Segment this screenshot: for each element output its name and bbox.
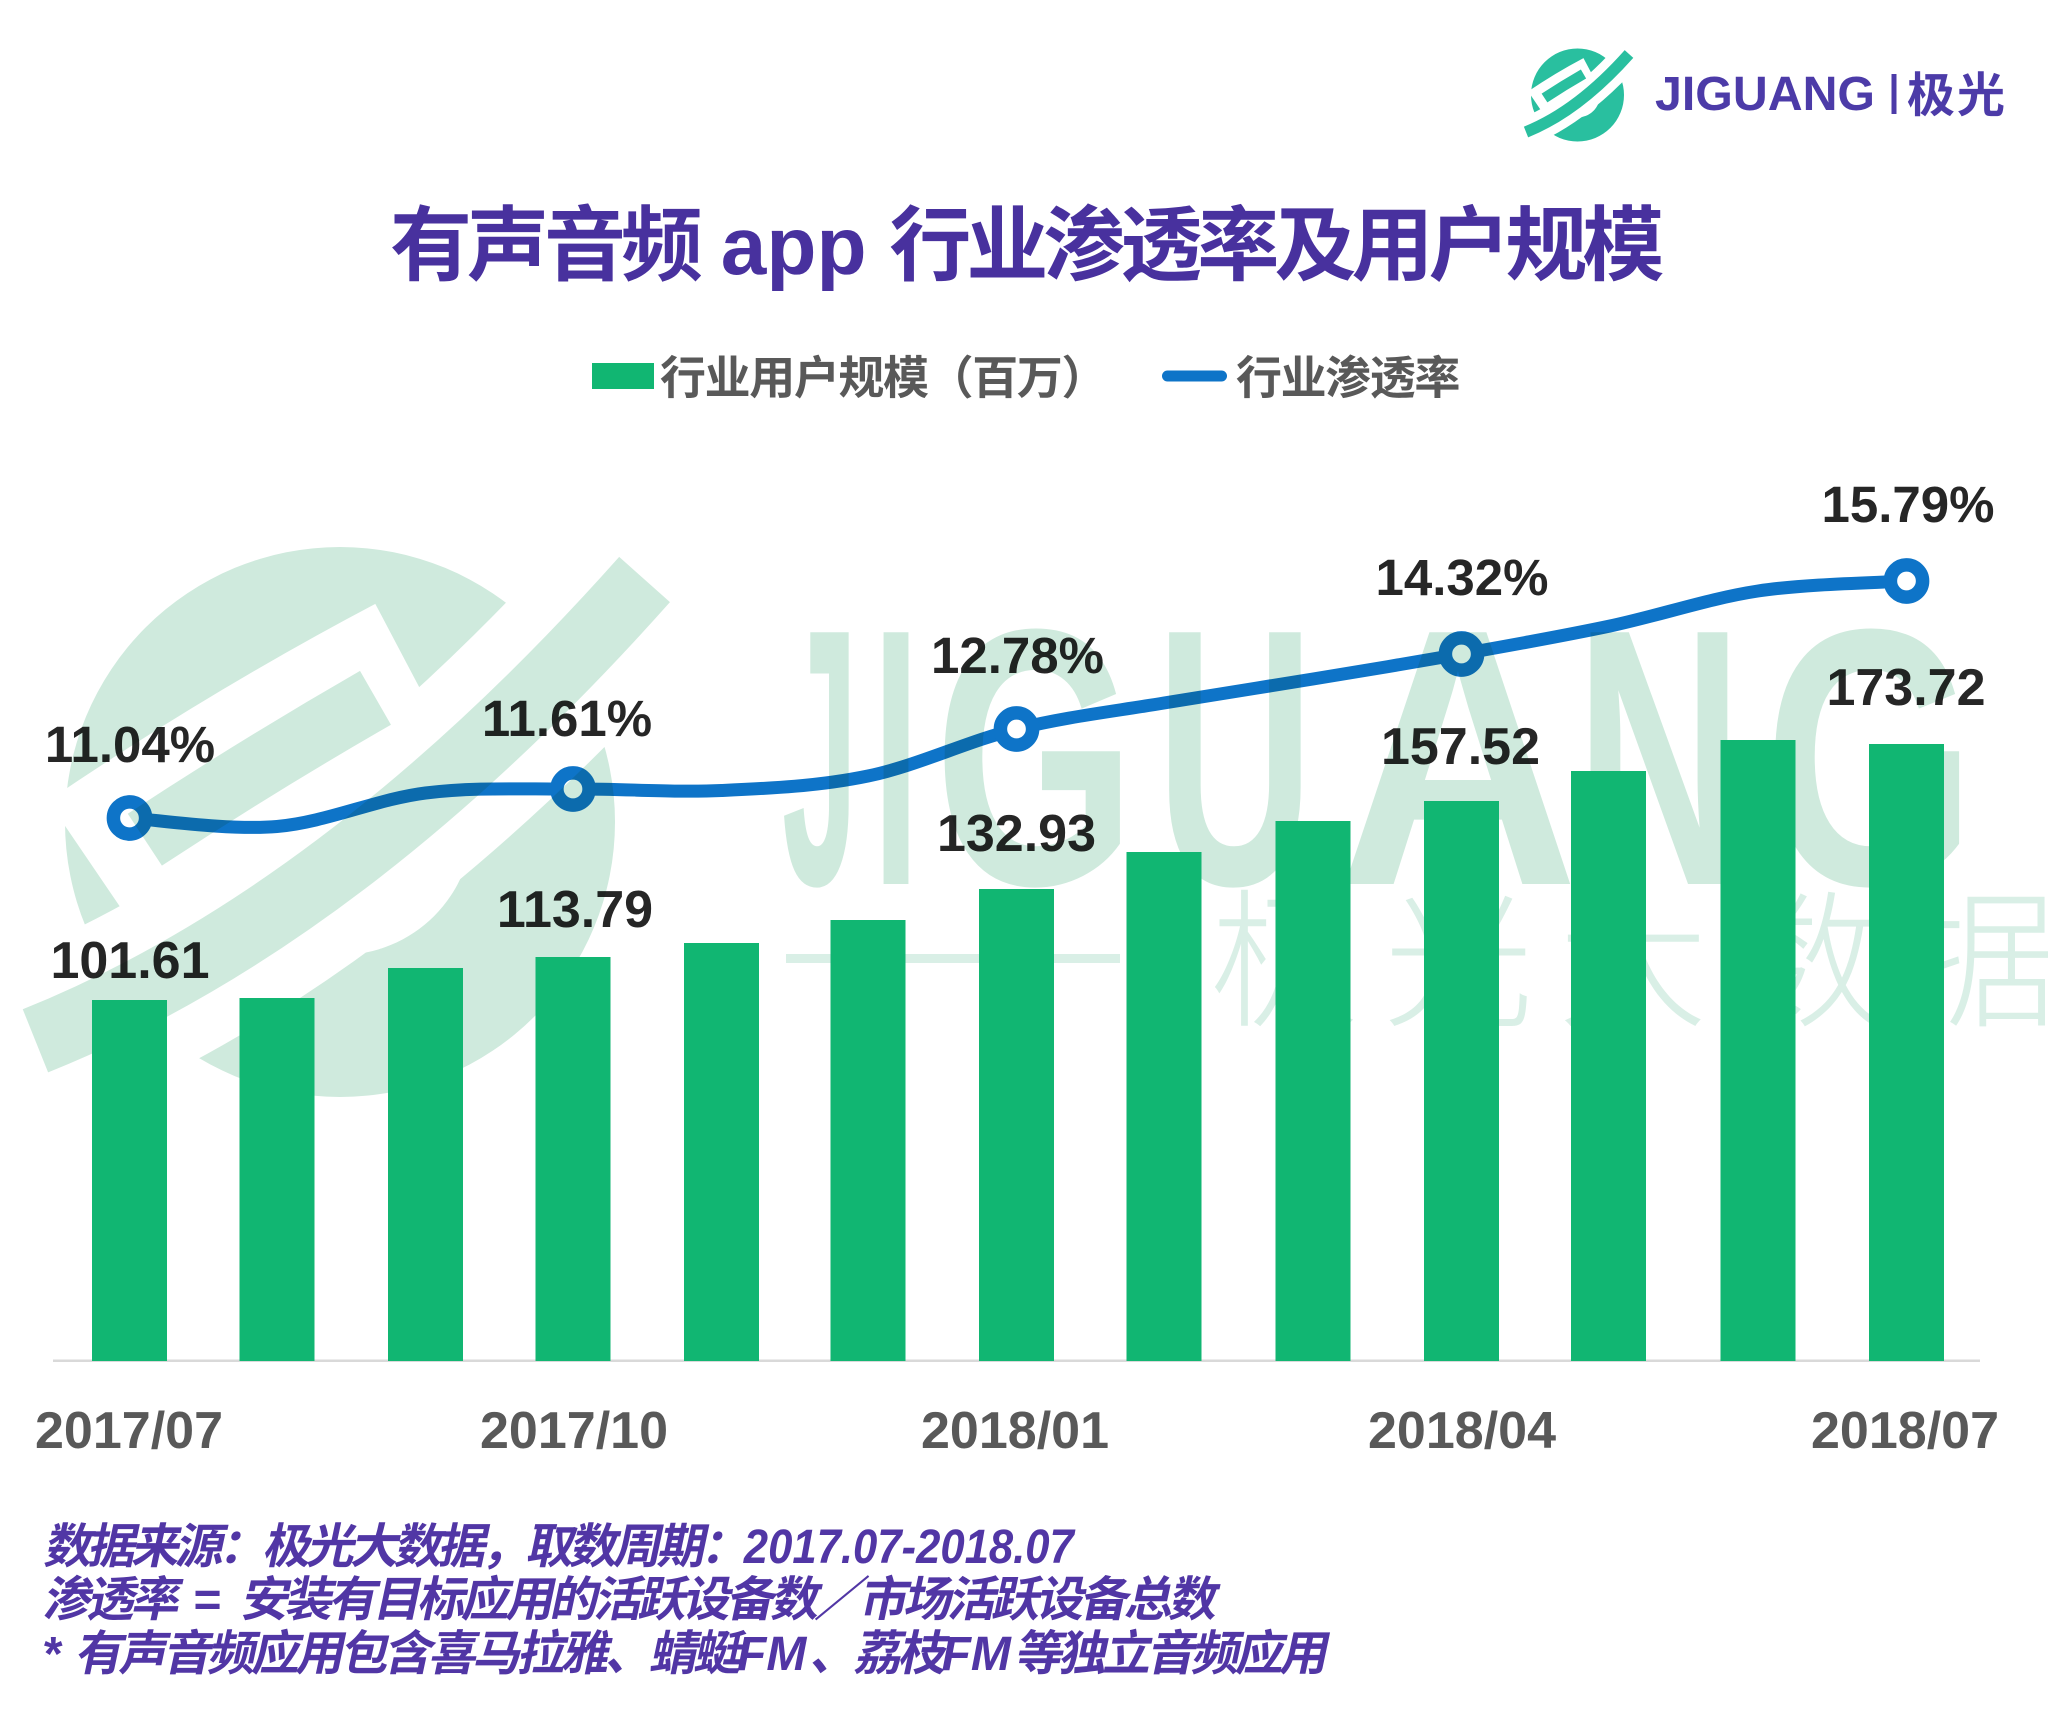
svg-text:132.93: 132.93 — [937, 805, 1096, 863]
svg-text:2017.07-2018.07: 2017.07-2018.07 — [743, 1521, 1076, 1574]
svg-text:11.61%: 11.61% — [482, 690, 652, 747]
svg-text:FM: FM — [942, 1628, 1012, 1681]
svg-text:157.52: 157.52 — [1381, 718, 1540, 776]
svg-text:=: = — [193, 1574, 221, 1627]
svg-text:JIGUANG: JIGUANG — [1655, 68, 1875, 121]
svg-text:11.04%: 11.04% — [45, 716, 215, 773]
svg-text:2017/07: 2017/07 — [35, 1402, 223, 1460]
svg-text:2018/01: 2018/01 — [921, 1402, 1109, 1460]
svg-text:12.78%: 12.78% — [931, 627, 1104, 684]
svg-text:2018/07: 2018/07 — [1811, 1402, 1999, 1460]
svg-text:2018/04: 2018/04 — [1368, 1402, 1556, 1460]
svg-text:173.72: 173.72 — [1826, 659, 1985, 717]
svg-text:113.79: 113.79 — [497, 881, 653, 939]
svg-text:101.61: 101.61 — [50, 932, 209, 990]
svg-text:J: J — [782, 553, 858, 962]
svg-text:*: * — [42, 1628, 63, 1681]
svg-text:2017/10: 2017/10 — [480, 1402, 668, 1460]
svg-text:app: app — [721, 201, 867, 292]
svg-text:15.79%: 15.79% — [1822, 476, 1995, 533]
svg-text:14.32%: 14.32% — [1376, 549, 1549, 606]
svg-text:FM: FM — [737, 1628, 807, 1681]
